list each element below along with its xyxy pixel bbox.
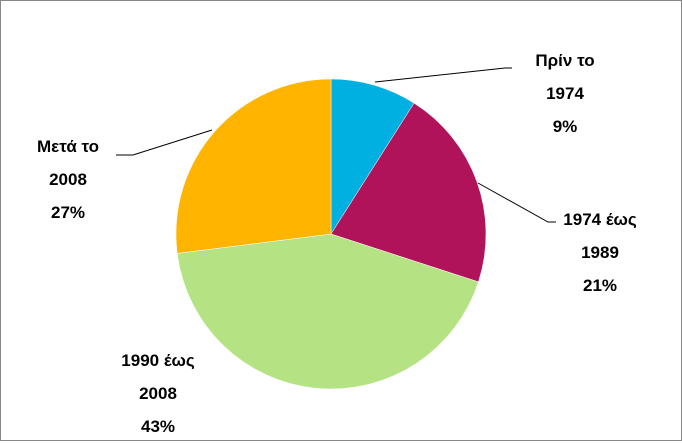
pie-slice (175, 78, 332, 254)
category-label: Πρίν το 1974 (535, 51, 595, 103)
pie (175, 78, 487, 390)
value-label: 21% (582, 276, 618, 295)
data-label: Πρίν το 1974 9% (500, 44, 630, 143)
category-label: Μετά το 2008 (36, 137, 99, 189)
value-label: 27% (50, 203, 86, 222)
value-label: 43% (140, 417, 176, 436)
pie-slice (330, 102, 487, 283)
leader-line (477, 182, 556, 223)
data-label: 1974 έως 1989 21% (535, 203, 665, 302)
leader-line (116, 129, 213, 156)
leader-line (374, 67, 512, 83)
pie-slice (330, 78, 415, 235)
value-label: 9% (552, 117, 578, 136)
pie-slice (176, 233, 479, 390)
data-label: 1990 έως 2008 43% (93, 344, 223, 443)
category-label: 1974 έως 1989 (563, 210, 637, 262)
category-label: 1990 έως 2008 (121, 351, 195, 403)
data-label: Μετά το 2008 27% (3, 130, 133, 229)
